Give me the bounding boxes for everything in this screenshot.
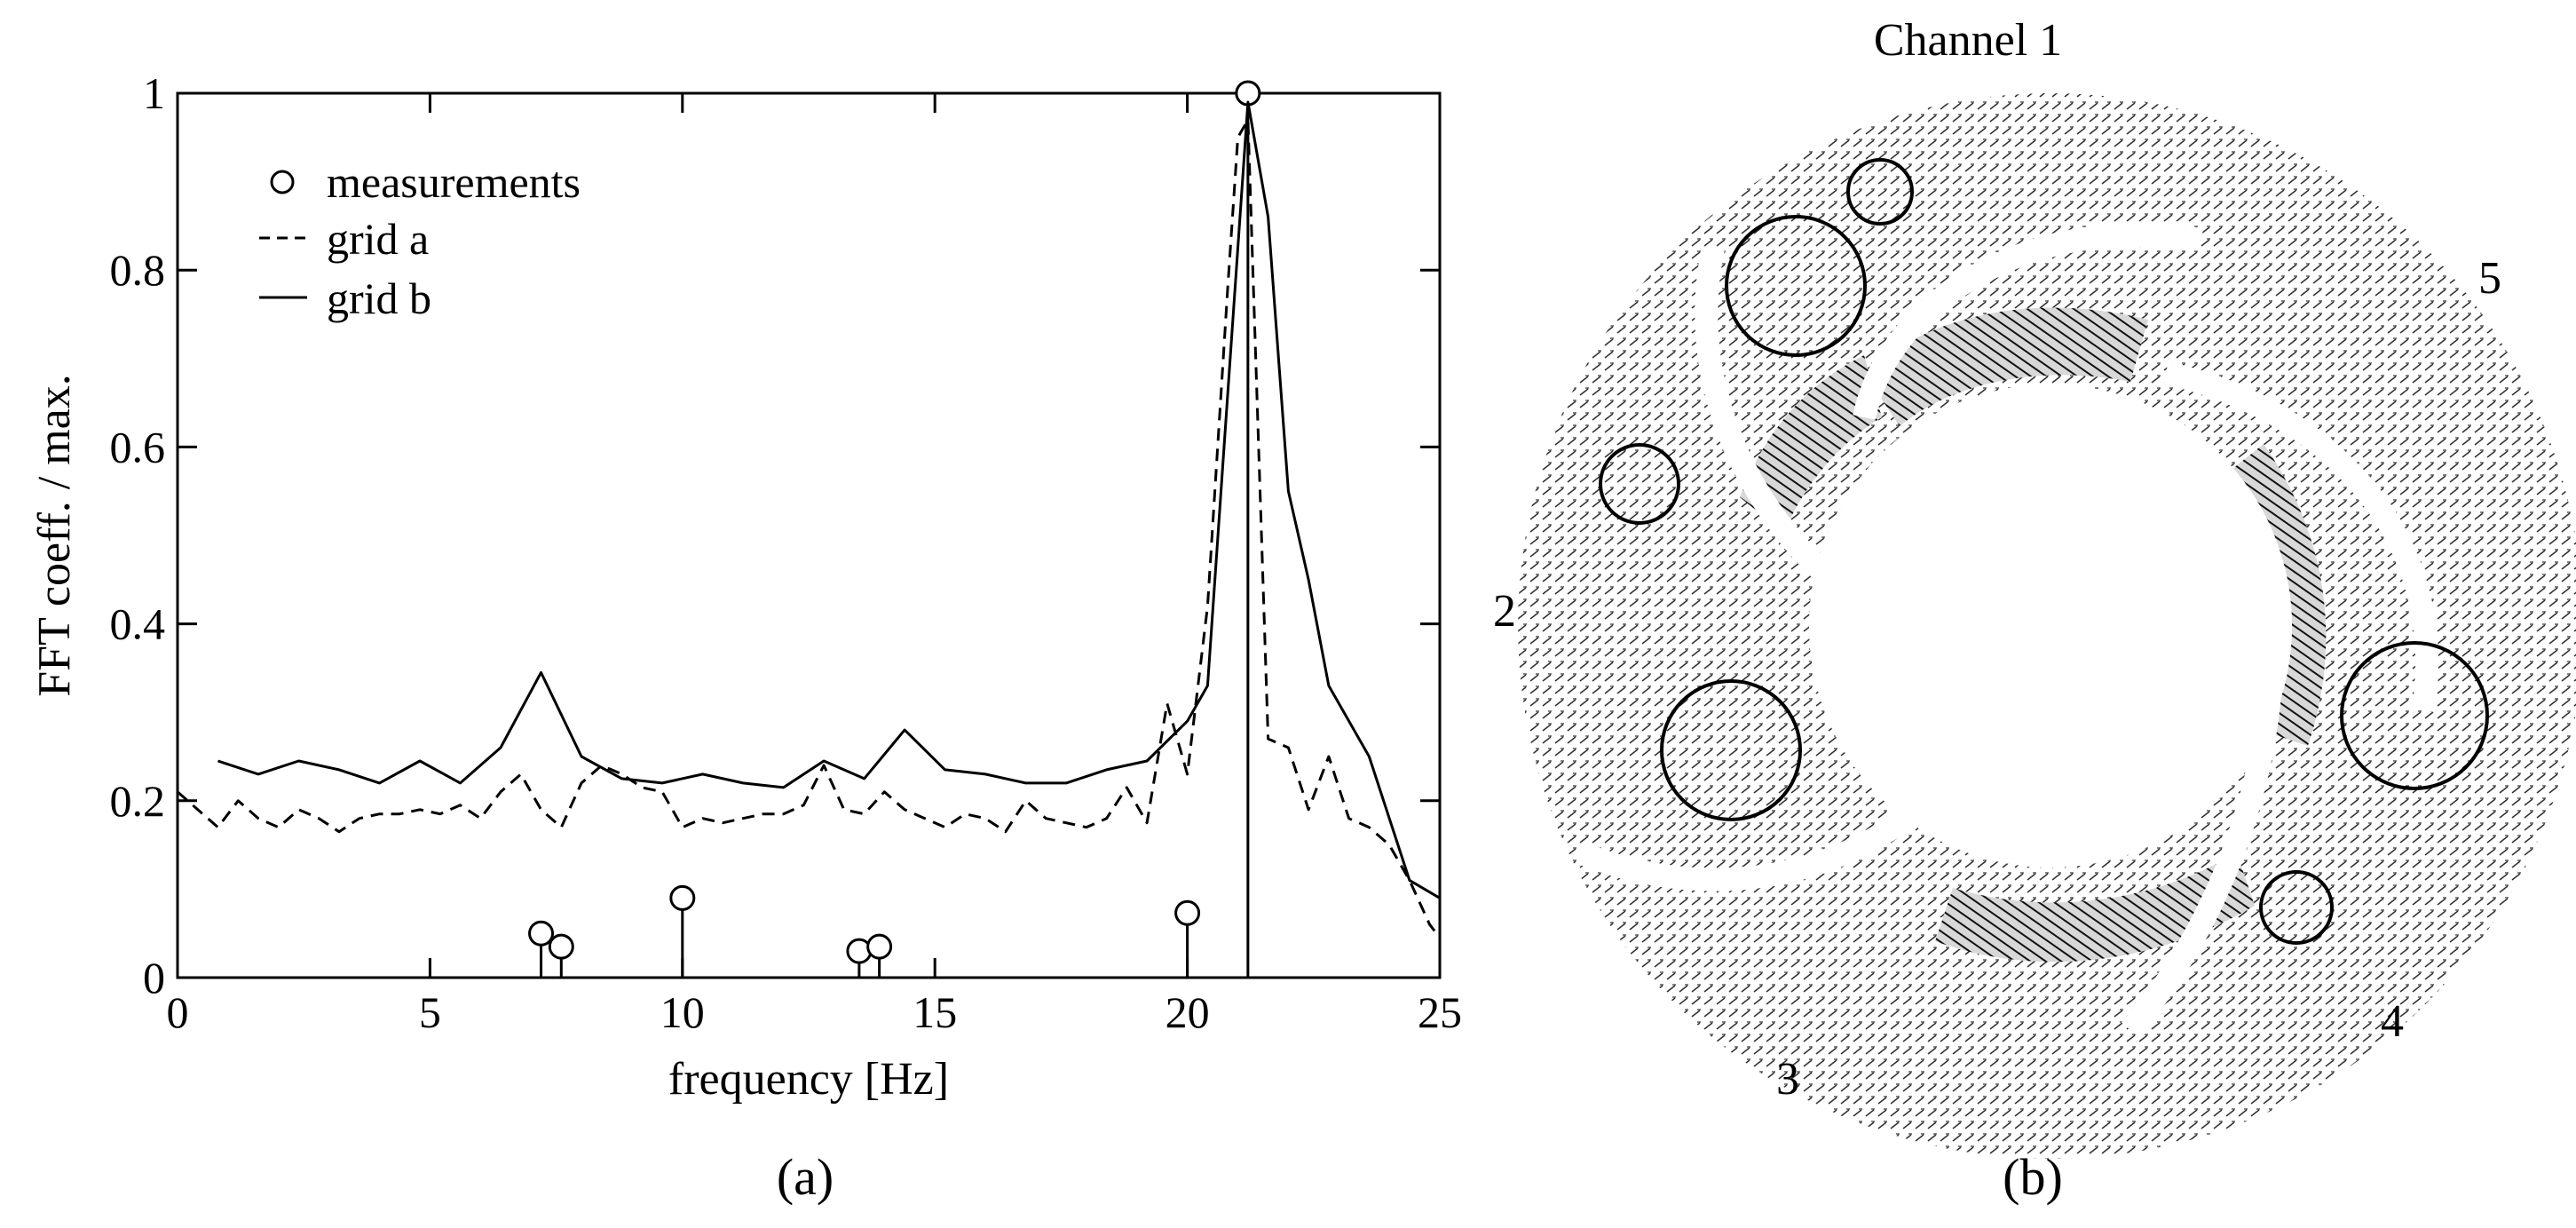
channel-label-2: 2 bbox=[1493, 586, 1516, 637]
x-tick-label: 20 bbox=[1166, 987, 1210, 1037]
panel-a-caption: (a) bbox=[777, 1148, 834, 1206]
x-tick-label: 15 bbox=[913, 987, 957, 1037]
y-tick-label: 0 bbox=[143, 953, 165, 1002]
y-axis-label: FFT coeff. / max. bbox=[29, 374, 80, 697]
measurement-point bbox=[669, 884, 696, 911]
channel-label-4: 4 bbox=[2381, 996, 2404, 1047]
vortex-circle bbox=[1599, 443, 1680, 525]
measurement-point bbox=[866, 933, 893, 960]
impeller-flow-panel: Channel 1 2 3 4 5 bbox=[1493, 15, 2576, 1159]
y-ticks: 0 0.2 0.4 0.6 0.8 1 bbox=[110, 68, 1440, 1002]
dark-flow-region bbox=[1740, 355, 1882, 533]
x-tick-label: 0 bbox=[167, 987, 189, 1037]
dark-flow-region bbox=[1935, 852, 2255, 963]
x-tick-label: 5 bbox=[419, 987, 441, 1037]
vortex-circle bbox=[2340, 641, 2489, 790]
channel-label-5: 5 bbox=[2478, 253, 2501, 304]
series-layer bbox=[177, 80, 1442, 978]
y-tick-label: 0.8 bbox=[110, 245, 166, 295]
legend-label-grid-b: grid b bbox=[327, 273, 431, 323]
measurement-point bbox=[1174, 899, 1201, 926]
inner-hub bbox=[1809, 384, 2292, 868]
series-line-grid-a bbox=[177, 118, 1442, 939]
plot-frame bbox=[176, 91, 1442, 979]
y-tick-label: 0.6 bbox=[110, 422, 166, 471]
x-ticks: 0 5 10 15 20 25 bbox=[167, 93, 1462, 1037]
vortex-circle bbox=[1725, 215, 1867, 357]
measurement-point bbox=[548, 933, 574, 960]
fft-chart: 0 0.2 0.4 0.6 0.8 1 0 5 10 15 20 25 frequency [Hz]… bbox=[29, 68, 1462, 1105]
x-tick-label: 10 bbox=[660, 987, 705, 1037]
vortex-circle bbox=[1660, 679, 1802, 821]
blade-gap bbox=[1853, 223, 2204, 420]
channel-label-3: 3 bbox=[1776, 1054, 1799, 1105]
blade-gap bbox=[2163, 361, 2439, 712]
y-tick-label: 0.4 bbox=[110, 599, 166, 649]
vortex-circle bbox=[2259, 870, 2334, 945]
blade-gap bbox=[1576, 807, 1916, 891]
legend: measurements grid a grid b bbox=[259, 157, 581, 323]
panel-b-caption: (b) bbox=[2003, 1148, 2063, 1206]
y-tick-label: 1 bbox=[143, 68, 165, 118]
legend-label-measurements: measurements bbox=[327, 157, 581, 207]
series-line-grid-b bbox=[217, 100, 1441, 899]
legend-marker-measurements bbox=[270, 170, 295, 194]
measurement-point bbox=[528, 920, 555, 947]
dark-flow-region bbox=[1864, 307, 2148, 426]
blade-gap bbox=[1695, 246, 1837, 586]
panel-b-title: Channel 1 bbox=[1874, 15, 2062, 66]
x-axis-label: frequency [Hz] bbox=[668, 1054, 949, 1105]
vortex-circle bbox=[1846, 158, 1914, 226]
legend-label-grid-a: grid a bbox=[327, 214, 429, 264]
x-tick-label: 25 bbox=[1418, 987, 1462, 1037]
y-tick-label: 0.2 bbox=[110, 776, 166, 826]
